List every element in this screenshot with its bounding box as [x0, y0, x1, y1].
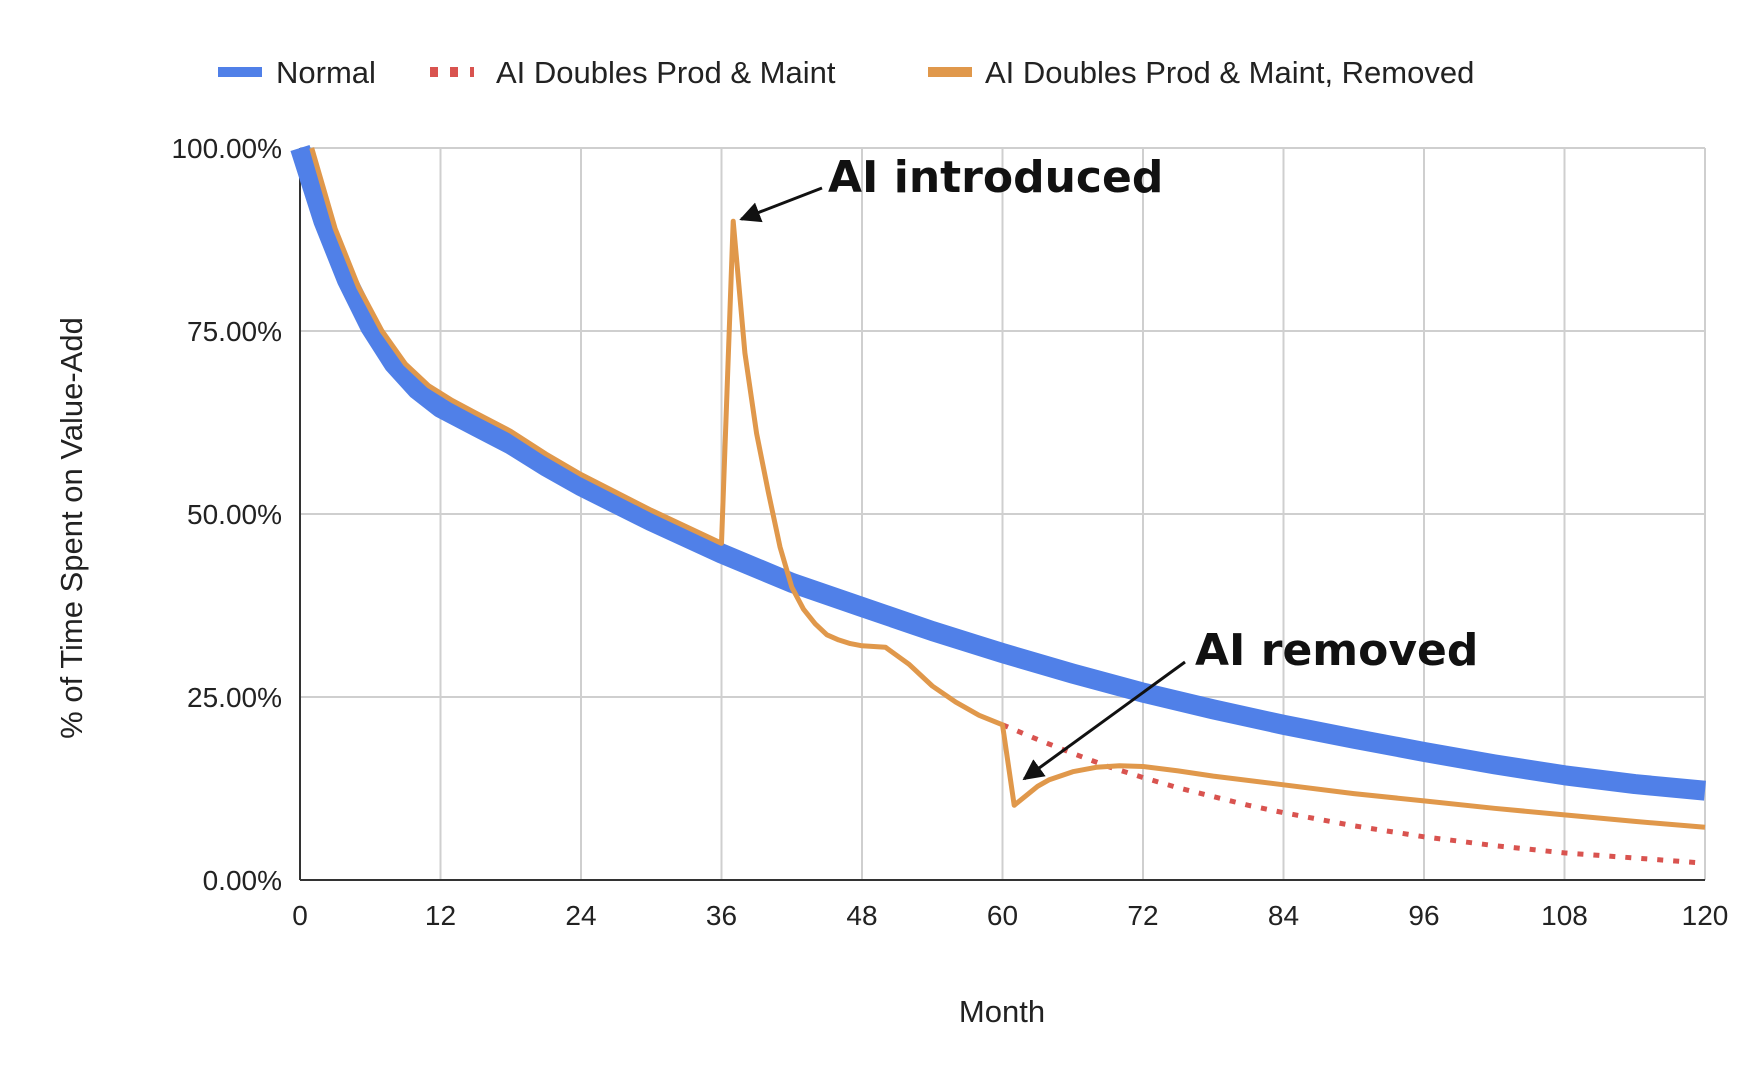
- x-tick-label: 84: [1268, 900, 1299, 931]
- x-tick-label: 36: [706, 900, 737, 931]
- annotations: AI introduced AI removed: [739, 152, 1478, 781]
- y-tick-label: 0.00%: [203, 865, 282, 896]
- series-line-3: [309, 147, 1706, 830]
- x-tick-label: 120: [1682, 900, 1729, 931]
- x-axis-title: Month: [959, 994, 1045, 1029]
- x-tick-label: 48: [846, 900, 877, 931]
- annotation-arrow: [739, 186, 823, 223]
- axis-titles: Month % of Time Spent on Value-Add: [54, 317, 1045, 1029]
- series-line-2: [1001, 722, 1706, 866]
- y-tick-label: 50.00%: [187, 499, 282, 530]
- tick-labels: 0 12 24 36 48 60 72 84 96 108 120 0.00% 25.00% 50.00%…: [171, 133, 1728, 931]
- x-tick-label: 12: [425, 900, 456, 931]
- y-axis-title: % of Time Spent on Value-Add: [54, 317, 89, 739]
- legend-label: Normal: [276, 55, 376, 90]
- x-tick-label: 24: [565, 900, 596, 931]
- annotation-label: AI removed: [1195, 625, 1478, 676]
- y-tick-label: 100.00%: [171, 133, 282, 164]
- legend: Normal AI Doubles Prod & Maint AI Doubles …: [218, 55, 1474, 90]
- plot-border: [299, 148, 1705, 881]
- x-tick-label: 96: [1408, 900, 1439, 931]
- x-tick-label: 108: [1541, 900, 1588, 931]
- legend-label: AI Doubles Prod & Maint, Removed: [985, 55, 1474, 90]
- x-tick-label: 72: [1127, 900, 1158, 931]
- x-tick-label: 60: [987, 900, 1018, 931]
- legend-label: AI Doubles Prod & Maint: [496, 55, 836, 90]
- y-tick-label: 75.00%: [187, 316, 282, 347]
- annotation-arrow: [1022, 660, 1186, 781]
- annotation-label: AI introduced: [828, 152, 1163, 203]
- x-tick-label: 0: [292, 900, 308, 931]
- series-layer: [290, 144, 1706, 866]
- y-tick-label: 25.00%: [187, 682, 282, 713]
